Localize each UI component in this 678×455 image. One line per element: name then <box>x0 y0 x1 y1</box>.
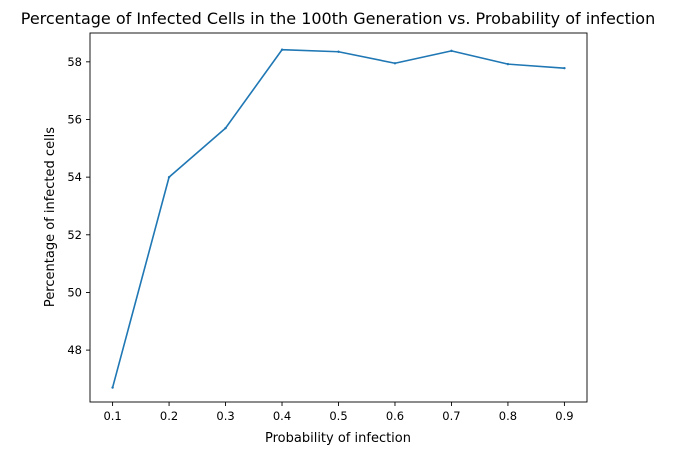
y-axis-ticks: 48 50 52 54 56 58 <box>67 55 90 357</box>
x-tick-label: 0.8 <box>499 409 517 423</box>
y-tick-label: 58 <box>67 55 82 69</box>
chart-title: Percentage of Infected Cells in the 100t… <box>21 9 655 28</box>
x-tick-label: 0.7 <box>442 409 460 423</box>
x-tick-label: 0.9 <box>555 409 573 423</box>
series-group <box>111 48 566 389</box>
data-point <box>506 62 510 66</box>
x-tick-label: 0.5 <box>329 409 347 423</box>
y-tick-label: 48 <box>67 343 82 357</box>
x-axis-ticks: 0.1 0.2 0.3 0.4 0.5 0.6 0.7 0.8 0.9 <box>103 402 574 423</box>
data-point <box>111 386 114 389</box>
data-point <box>563 66 566 70</box>
x-tick-label: 0.3 <box>216 409 234 423</box>
x-tick-label: 0.1 <box>103 409 121 423</box>
y-tick-label: 50 <box>67 285 82 299</box>
x-tick-label: 0.6 <box>386 409 404 423</box>
x-tick-label: 0.2 <box>160 409 178 423</box>
data-point <box>337 50 340 53</box>
y-tick-label: 54 <box>67 170 82 184</box>
data-point <box>224 126 227 130</box>
data-point <box>280 48 284 51</box>
y-axis-label: Percentage of infected cells <box>43 127 58 307</box>
y-tick-label: 56 <box>67 112 82 126</box>
x-axis-label: Probability of infection <box>265 431 411 446</box>
y-tick-label: 52 <box>67 228 82 242</box>
x-tick-label: 0.4 <box>273 409 291 423</box>
data-point <box>167 175 171 179</box>
data-point <box>393 62 397 65</box>
data-point <box>450 49 453 53</box>
plot-area <box>89 32 588 403</box>
